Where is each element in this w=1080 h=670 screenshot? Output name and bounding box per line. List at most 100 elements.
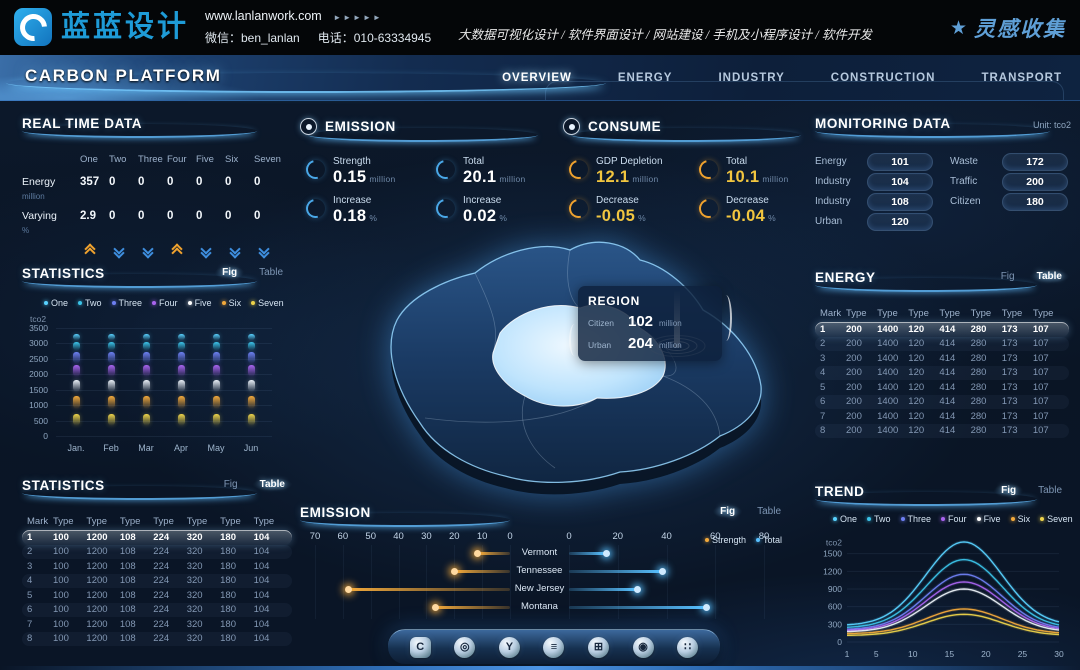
table-header-row: Mark Type Type Type Type Type Type Type [22,512,292,530]
energy-toggle-fig[interactable]: Fig [1000,271,1015,282]
cell: 173 [1001,338,1018,350]
table-row[interactable]: 7 200 1400 120 414 280 173 107 [815,409,1069,424]
metric-unit: million [762,174,789,184]
nut-icon[interactable]: ◉ [632,636,654,658]
legend-item-two[interactable]: Two [78,298,102,308]
bar-segment-four [108,365,115,376]
cell: 280 [970,367,987,379]
legend-item-seven[interactable]: Seven [1040,514,1073,524]
table-row[interactable]: 5 100 1200 108 224 320 180 104 [22,588,292,603]
cell: 108 [119,546,136,558]
corner-cell [22,154,80,176]
monitoring-row: Industry 108 [815,192,936,211]
energy-toggle-table[interactable]: Table [1029,270,1069,283]
charging-station-icon[interactable]: ≡ [543,636,565,658]
legend-item-one[interactable]: One [833,514,857,524]
cell: 1400 [877,396,899,408]
tab-energy[interactable]: ENERGY [617,71,673,84]
table-row[interactable]: 2 100 1200 108 224 320 180 104 [22,544,292,559]
region-unit: million [659,341,682,350]
table-row[interactable]: 4 200 1400 120 414 280 173 107 [815,365,1069,380]
table-row[interactable]: 2 200 1400 120 414 280 173 107 [815,336,1069,351]
monitoring-value-pill: 104 [867,172,933,191]
stats-fig-toggle-table[interactable]: Table [259,267,283,278]
cell: 7 [27,618,33,630]
y-tick-label: 1500 [29,384,48,395]
cluster-icon[interactable]: ∷ [677,636,699,658]
column-header: Type [846,307,867,319]
bar-segment-three [73,352,80,363]
emission-toggle-fig[interactable]: Fig [713,505,743,518]
legend-item-six[interactable]: Six [1010,514,1030,524]
axis-tick: 10 [476,531,488,542]
title-swoosh [22,486,257,500]
legend-item-total[interactable]: Total [755,535,782,545]
factory-icon[interactable]: ⊞ [588,636,610,658]
cell: 104 [253,560,270,572]
legend-item-strength[interactable]: Strength [704,535,746,545]
legend-item-three[interactable]: Three [900,514,931,524]
emission-toggle-table[interactable]: Table [757,506,781,517]
cell: 5 [820,381,826,393]
table-row[interactable]: 3 100 1200 108 224 320 180 104 [22,559,292,574]
legend-item-one[interactable]: One [44,298,68,308]
cell: 320 [186,604,203,616]
legend-item-five[interactable]: Five [976,514,1001,524]
state-label: Vermont [521,547,558,558]
bar-segment-six [73,395,80,409]
table-row[interactable]: 5 200 1400 120 414 280 173 107 [815,380,1069,395]
bar-segment-two [248,341,255,351]
website-link[interactable]: www.lanlanwork.com [205,9,322,23]
legend-item-two[interactable]: Two [867,514,891,524]
tab-construction[interactable]: CONSTRUCTION [830,71,936,84]
tab-overview[interactable]: OVERVIEW [502,71,572,84]
tab-transport[interactable]: TRANSPORT [981,71,1062,84]
wechat-label: 微信：ben_lanlan [205,31,300,45]
stats-table-toggle-table[interactable]: Table [252,478,292,491]
legend-item-seven[interactable]: Seven [251,298,284,308]
tab-industry[interactable]: INDUSTRY [718,71,785,84]
table-row[interactable]: 6 100 1200 108 224 320 180 104 [22,602,292,617]
bar-segment-one [178,333,185,341]
metric-value: 0.02% [463,207,508,225]
table-row[interactable]: 1 200 1400 120 414 280 173 107 [815,322,1069,337]
table-row[interactable]: 6 200 1400 120 414 280 173 107 [815,394,1069,409]
legend-item-four[interactable]: Four [152,298,178,308]
legend-item-four[interactable]: Four [941,514,967,524]
bar-segment-six [248,395,255,409]
cell: 1200 [86,575,108,587]
arc-icon [432,156,459,183]
fig-table-toggle: Fig Table [713,505,788,518]
y-badge-icon[interactable]: Y [498,636,520,658]
total-bar [569,588,638,591]
table-row[interactable]: 8 100 1200 108 224 320 180 104 [22,631,292,646]
legend-item-three[interactable]: Three [111,298,142,308]
cell: 100 [53,618,69,630]
cell: 104 [253,531,270,543]
stats-fig-toggle-fig[interactable]: Fig [215,266,245,279]
table-row[interactable]: 1 100 1200 108 224 320 180 104 [22,530,292,545]
aperture-icon[interactable]: ◎ [454,636,476,658]
hexagon-c-icon[interactable]: C [409,636,431,658]
gridline [56,405,272,407]
trend-toggle-table[interactable]: Table [1038,485,1062,496]
column-header: Mark [27,515,49,527]
value-cell: 0 [225,210,232,222]
cell: 107 [1032,396,1049,408]
table-row[interactable]: 4 100 1200 108 224 320 180 104 [22,573,292,588]
metric-decrease: Decrease -0.04% [695,195,824,226]
legend-item-five[interactable]: Five [187,298,212,308]
region-map[interactable] [325,228,790,513]
trend-toggle-fig[interactable]: Fig [994,484,1024,497]
stats-table-toggle-fig[interactable]: Fig [223,479,238,490]
legend-item-six[interactable]: Six [221,298,241,308]
total-dot [658,568,666,575]
table-row[interactable]: 3 200 1400 120 414 280 173 107 [815,351,1069,366]
cell: 414 [939,367,956,379]
table-row[interactable]: 8 200 1400 120 414 280 173 107 [815,423,1069,438]
cell: 200 [846,410,862,422]
bar-segment-seven [213,414,220,425]
arrows-decoration: ►►►►► [333,13,383,22]
table-row[interactable]: 7 100 1200 108 224 320 180 104 [22,617,292,632]
panel-trend: TREND Fig Table One Two Three Four Five Six Sev… [815,484,1073,667]
